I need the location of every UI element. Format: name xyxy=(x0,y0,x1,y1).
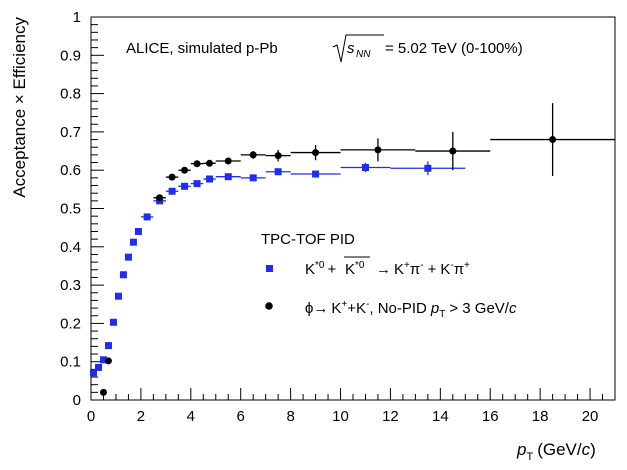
data-point xyxy=(274,152,282,160)
legend-phi-marker xyxy=(265,302,273,310)
legend-kstar-anti: K*0 xyxy=(345,260,365,278)
data-point xyxy=(168,173,176,181)
data-point xyxy=(156,194,164,202)
legend-phi-label: ϕ→ K++K-, No-PID pT > 3 GeV/c xyxy=(305,299,517,320)
energy-sqrt-s: s xyxy=(347,40,355,57)
data-point xyxy=(94,363,102,371)
data-point xyxy=(274,168,282,176)
data-point xyxy=(224,173,232,181)
data-point xyxy=(193,180,201,188)
data-point xyxy=(104,357,112,365)
x-tick-label: 16 xyxy=(482,408,499,425)
energy-value: = 5.02 TeV (0-100%) xyxy=(385,40,523,57)
legend: TPC-TOF PID K*0 + K*0 → K+π- + K-π+ ϕ→ K++K-,… xyxy=(261,231,517,320)
data-point xyxy=(143,213,151,221)
experiment-annotation: ALICE, simulated p-Pb s NN = 5.02 TeV (0… xyxy=(126,34,523,63)
data-point xyxy=(206,159,214,167)
x-tick-label: 6 xyxy=(237,408,245,425)
plot-frame xyxy=(90,16,616,401)
y-tick-label: 0.5 xyxy=(60,201,81,218)
data-point xyxy=(99,356,107,364)
data-point xyxy=(181,166,189,174)
data-point xyxy=(449,147,457,155)
x-tick-label: 18 xyxy=(532,408,549,425)
data-point xyxy=(119,271,127,279)
series-phi xyxy=(99,103,615,396)
data-point xyxy=(312,149,320,157)
data-point xyxy=(168,187,176,195)
data-point xyxy=(193,160,201,168)
x-axis-title: pT (GeV/c) xyxy=(516,440,596,463)
legend-kstar-label: K*0 + xyxy=(305,260,336,278)
data-point xyxy=(374,146,382,154)
data-point xyxy=(129,238,137,246)
experiment-label: ALICE, simulated p-Pb xyxy=(126,40,278,57)
data-point xyxy=(361,164,369,172)
x-tick-label: 4 xyxy=(187,408,195,425)
y-tick-labels: 0 0.1 0.2 0.3 0.4 0.5 0.6 0.7 0.8 0.9 1 xyxy=(60,9,81,409)
y-tick-label: 0.9 xyxy=(60,47,81,64)
y-tick-label: 0.8 xyxy=(60,86,81,103)
y-tick-label: 0.3 xyxy=(60,277,81,294)
data-point xyxy=(549,136,557,144)
data-point xyxy=(206,175,214,183)
data-point xyxy=(99,388,107,396)
data-point xyxy=(249,174,257,182)
data-point xyxy=(424,164,432,172)
x-tick-label: 12 xyxy=(382,408,399,425)
data-point xyxy=(124,253,132,261)
x-tick-label: 14 xyxy=(432,408,449,425)
x-tick-label: 20 xyxy=(582,408,599,425)
data-point xyxy=(104,342,112,350)
y-tick-label: 0.1 xyxy=(60,354,81,371)
data-series xyxy=(89,103,615,396)
legend-header: TPC-TOF PID xyxy=(261,231,355,248)
legend-kstar-marker xyxy=(266,265,273,272)
x-tick-labels: 0 2 4 6 8 10 12 14 16 18 20 xyxy=(87,408,599,425)
legend-kstar-decay: → K+π- + K-π+ xyxy=(376,260,470,278)
y-tick-label: 0.6 xyxy=(60,162,81,179)
data-point xyxy=(89,369,97,377)
data-point xyxy=(114,292,122,300)
y-tick-label: 0.2 xyxy=(60,315,81,332)
y-axis-title: Acceptance × Efficiency xyxy=(10,17,29,198)
data-point xyxy=(181,182,189,190)
x-tick-label: 8 xyxy=(286,408,294,425)
axis-ticks xyxy=(90,16,616,401)
series-kstar xyxy=(89,161,466,377)
data-point xyxy=(224,157,232,165)
data-point xyxy=(109,318,117,326)
y-tick-label: 1 xyxy=(73,9,81,26)
y-tick-label: 0.7 xyxy=(60,124,81,141)
y-tick-label: 0.4 xyxy=(60,239,81,256)
energy-subscript: NN xyxy=(356,49,371,60)
sqrt-symbol xyxy=(332,34,384,63)
data-point xyxy=(134,227,142,235)
data-point xyxy=(312,170,320,178)
y-tick-label: 0 xyxy=(73,392,81,409)
x-tick-label: 2 xyxy=(137,408,145,425)
x-tick-label: 10 xyxy=(332,408,349,425)
data-point xyxy=(249,151,257,159)
x-tick-label: 0 xyxy=(87,408,95,425)
